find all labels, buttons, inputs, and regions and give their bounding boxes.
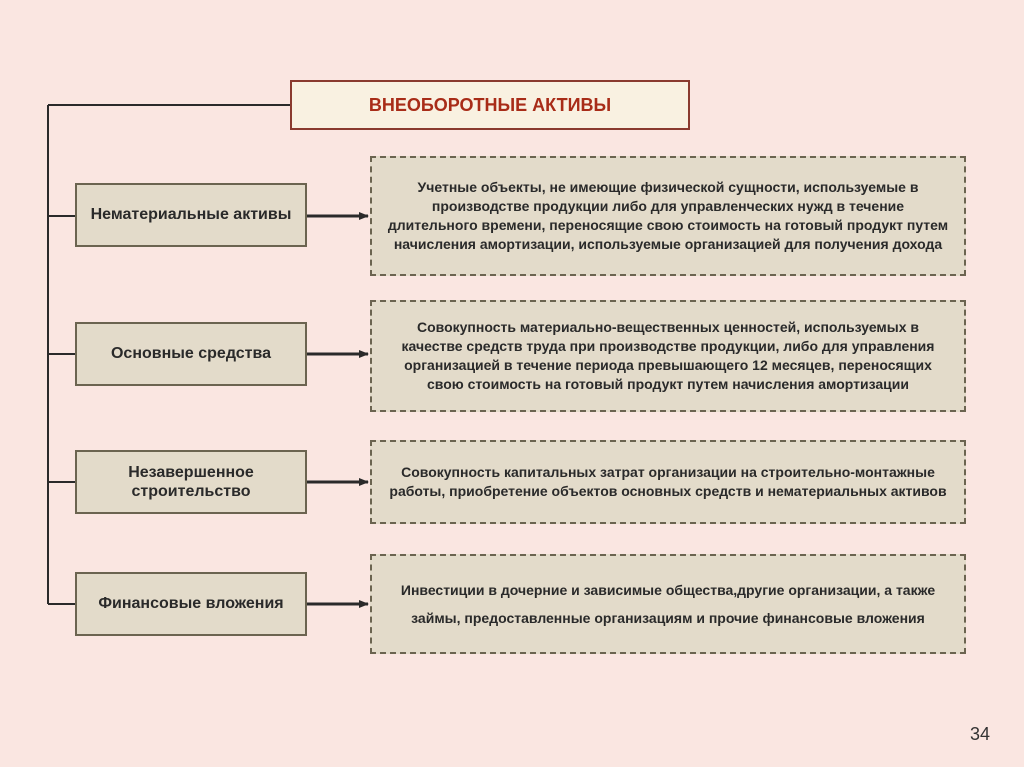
category-box-1: Нематериальные активы xyxy=(75,183,307,247)
category-label: Нематериальные активы xyxy=(91,205,292,224)
category-label: Незавершенное строительство xyxy=(81,463,301,501)
title-text: ВНЕОБОРОТНЫЕ АКТИВЫ xyxy=(369,95,611,116)
description-text: Инвестиции в дочерние и зависимые общест… xyxy=(386,576,950,632)
description-box-4: Инвестиции в дочерние и зависимые общест… xyxy=(370,554,966,654)
category-label: Основные средства xyxy=(111,344,271,363)
description-text: Учетные объекты, не имеющие физической с… xyxy=(386,178,950,254)
title-box: ВНЕОБОРОТНЫЕ АКТИВЫ xyxy=(290,80,690,130)
category-box-4: Финансовые вложения xyxy=(75,572,307,636)
category-box-2: Основные средства xyxy=(75,322,307,386)
category-box-3: Незавершенное строительство xyxy=(75,450,307,514)
description-box-3: Совокупность капитальных затрат организа… xyxy=(370,440,966,524)
page-number: 34 xyxy=(970,724,990,745)
description-text: Совокупность капитальных затрат организа… xyxy=(386,463,950,501)
description-text: Совокупность материально-вещественных це… xyxy=(386,318,950,394)
category-label: Финансовые вложения xyxy=(98,594,283,613)
description-box-1: Учетные объекты, не имеющие физической с… xyxy=(370,156,966,276)
description-box-2: Совокупность материально-вещественных це… xyxy=(370,300,966,412)
